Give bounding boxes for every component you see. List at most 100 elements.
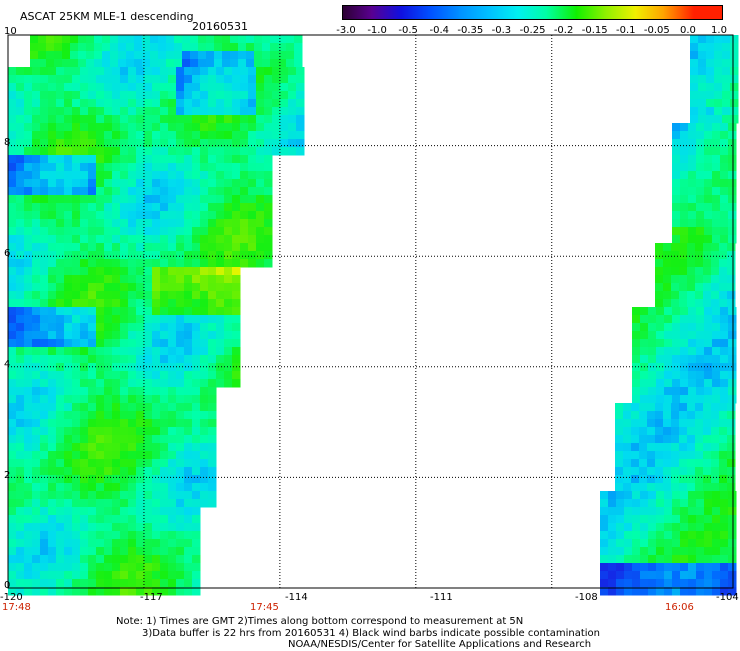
map-cell-left [160,427,169,436]
map-cell-left [128,235,137,244]
map-cell-right [712,579,721,588]
map-cell-left [192,179,201,188]
map-cell-left [104,427,113,436]
map-cell-left [200,83,209,92]
map-cell-left [232,147,241,156]
map-cell-right [632,547,641,556]
map-cell-right [615,403,624,412]
map-cell-left [8,115,17,124]
map-cell-left [208,395,217,404]
map-cell-left [104,323,113,332]
map-cell-right [648,579,657,588]
map-cell-right [656,579,665,588]
map-cell-left [104,443,113,452]
map-cell-left [72,211,81,220]
map-cell-left [104,371,113,380]
map-cell-left [72,115,81,124]
map-cell-right [703,411,712,420]
map-cell-left [72,555,81,564]
map-cell-left [168,219,177,228]
map-cell-right [719,475,728,484]
map-cell-left [40,571,49,580]
map-cell-right [632,555,641,564]
map-cell-left [16,515,25,524]
map-cell-left [176,99,185,108]
colorbar-segment [429,5,460,20]
map-cell-left [184,243,193,252]
map-cell-right [728,387,737,396]
map-cell-right [680,155,689,164]
map-cell-left [192,123,201,132]
map-cell-left [128,379,137,388]
map-cell-left [94,59,103,68]
map-cell-left [72,243,81,252]
map-cell-left [160,547,169,556]
map-cell-left [32,483,41,492]
map-cell-left [64,275,73,284]
map-cell-left [184,387,193,396]
map-cell-left [176,259,185,268]
map-cell-left [168,227,177,236]
map-cell-left [48,107,57,116]
map-cell-right [720,395,729,404]
map-cell-left [208,403,217,412]
map-cell-left [216,291,225,300]
map-cell-left [72,443,81,452]
map-cell-left [16,435,25,444]
map-cell-left [200,483,209,492]
map-cell-left [112,379,121,388]
map-cell-left [192,475,201,484]
map-cell-left [264,203,273,212]
map-cell-right [714,75,723,84]
map-cell-left [136,259,145,268]
map-cell-left [48,275,57,284]
map-cell-left [104,459,113,468]
map-cell-left [240,243,249,252]
map-cell-right [720,355,729,364]
map-cell-left [272,83,281,92]
map-cell-right [696,147,705,156]
map-cell-left [200,227,209,236]
map-cell-left [176,507,185,516]
map-cell-right [671,451,680,460]
map-cell-right [679,411,688,420]
map-cell-left [144,115,153,124]
map-cell-left [136,339,145,348]
map-cell-left [96,235,105,244]
map-cell-left [40,307,49,316]
map-cell-left [24,227,33,236]
map-cell-right [624,523,633,532]
map-cell-left [64,459,73,468]
map-cell-left [88,347,97,356]
map-cell-left [152,523,161,532]
map-cell-left [104,499,113,508]
map-cell-left [176,347,185,356]
map-cell-left [88,507,97,516]
map-cell-right [696,203,705,212]
map-cell-left [32,387,41,396]
map-cell-left [24,323,33,332]
map-cell-right [648,563,657,572]
map-cell-left [48,91,57,100]
map-cell-left [32,395,41,404]
map-cell-left [48,299,57,308]
map-cell-left [32,299,41,308]
map-cell-left [32,371,41,380]
map-cell-left [168,571,177,580]
map-cell-left [136,235,145,244]
map-cell-left [72,379,81,388]
map-cell-left [160,179,169,188]
map-cell-right [720,147,729,156]
map-cell-left [144,371,153,380]
map-cell-right [648,395,657,404]
note-line-1: Note: 1) Times are GMT 2)Times along bot… [116,616,524,627]
map-cell-right [672,499,681,508]
map-cell-left [208,163,217,172]
map-date: 20160531 [192,20,248,33]
map-cell-left [152,491,161,500]
map-cell-left [136,419,145,428]
map-cell-left [16,275,25,284]
map-cell-left [168,75,177,84]
map-cell-left [144,515,153,524]
map-cell-left [128,267,137,276]
